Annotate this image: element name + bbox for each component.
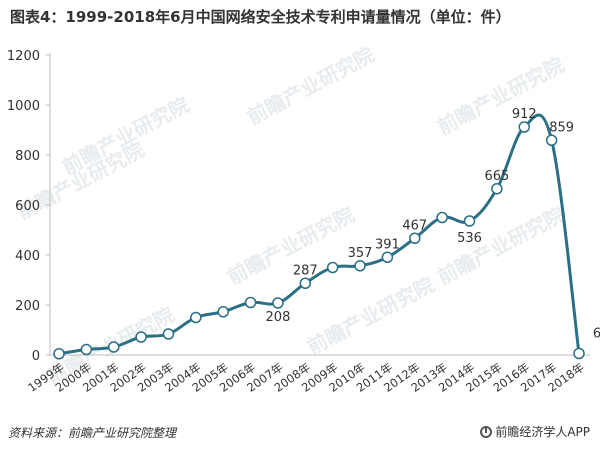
y-tick-label: 1000 xyxy=(7,99,40,114)
data-point xyxy=(436,211,448,224)
series-line xyxy=(58,113,581,356)
data-point xyxy=(217,306,229,318)
data-label: 665 xyxy=(484,169,509,184)
data-label: 536 xyxy=(457,231,482,246)
y-tick-label: 400 xyxy=(15,249,40,264)
data-point xyxy=(272,297,284,309)
data-point xyxy=(190,311,202,324)
data-point xyxy=(244,296,257,309)
data-point xyxy=(463,215,476,227)
y-tick-label: 800 xyxy=(15,149,40,164)
data-label: 6 xyxy=(593,327,600,342)
brand-name: 前瞻经济学人APP xyxy=(495,425,590,439)
data-label: 208 xyxy=(266,310,291,325)
y-tick-label: 200 xyxy=(15,299,40,314)
data-point xyxy=(107,341,120,353)
data-point xyxy=(135,331,147,343)
data-point xyxy=(299,277,312,289)
data-label: 859 xyxy=(549,120,574,135)
data-label: 391 xyxy=(375,237,400,252)
data-point xyxy=(518,121,531,133)
y-tick-label: 600 xyxy=(15,199,40,214)
data-point xyxy=(573,347,585,360)
data-point xyxy=(381,251,394,263)
y-tick-label: 0 xyxy=(32,349,40,364)
brand-logo-icon xyxy=(480,425,493,438)
data-label: 912 xyxy=(512,107,537,122)
chart-title: 图表4：1999-2018年6月中国网络安全技术专利申请量情况（单位：件） xyxy=(10,8,511,26)
data-point xyxy=(545,134,558,146)
data-point xyxy=(491,183,503,195)
data-point xyxy=(53,348,65,360)
y-tick-label: 1200 xyxy=(7,49,40,64)
data-label: 357 xyxy=(348,246,373,261)
data-point xyxy=(162,328,175,340)
data-point xyxy=(80,343,93,356)
brand-badge: 前瞻经济学人APP xyxy=(480,423,590,440)
source-note: 资料来源：前瞻产业研究院整理 xyxy=(8,426,177,440)
data-point xyxy=(409,232,421,244)
data-label: 467 xyxy=(402,218,427,233)
data-label: 287 xyxy=(293,263,318,278)
data-point xyxy=(354,260,366,272)
data-point xyxy=(326,261,339,274)
